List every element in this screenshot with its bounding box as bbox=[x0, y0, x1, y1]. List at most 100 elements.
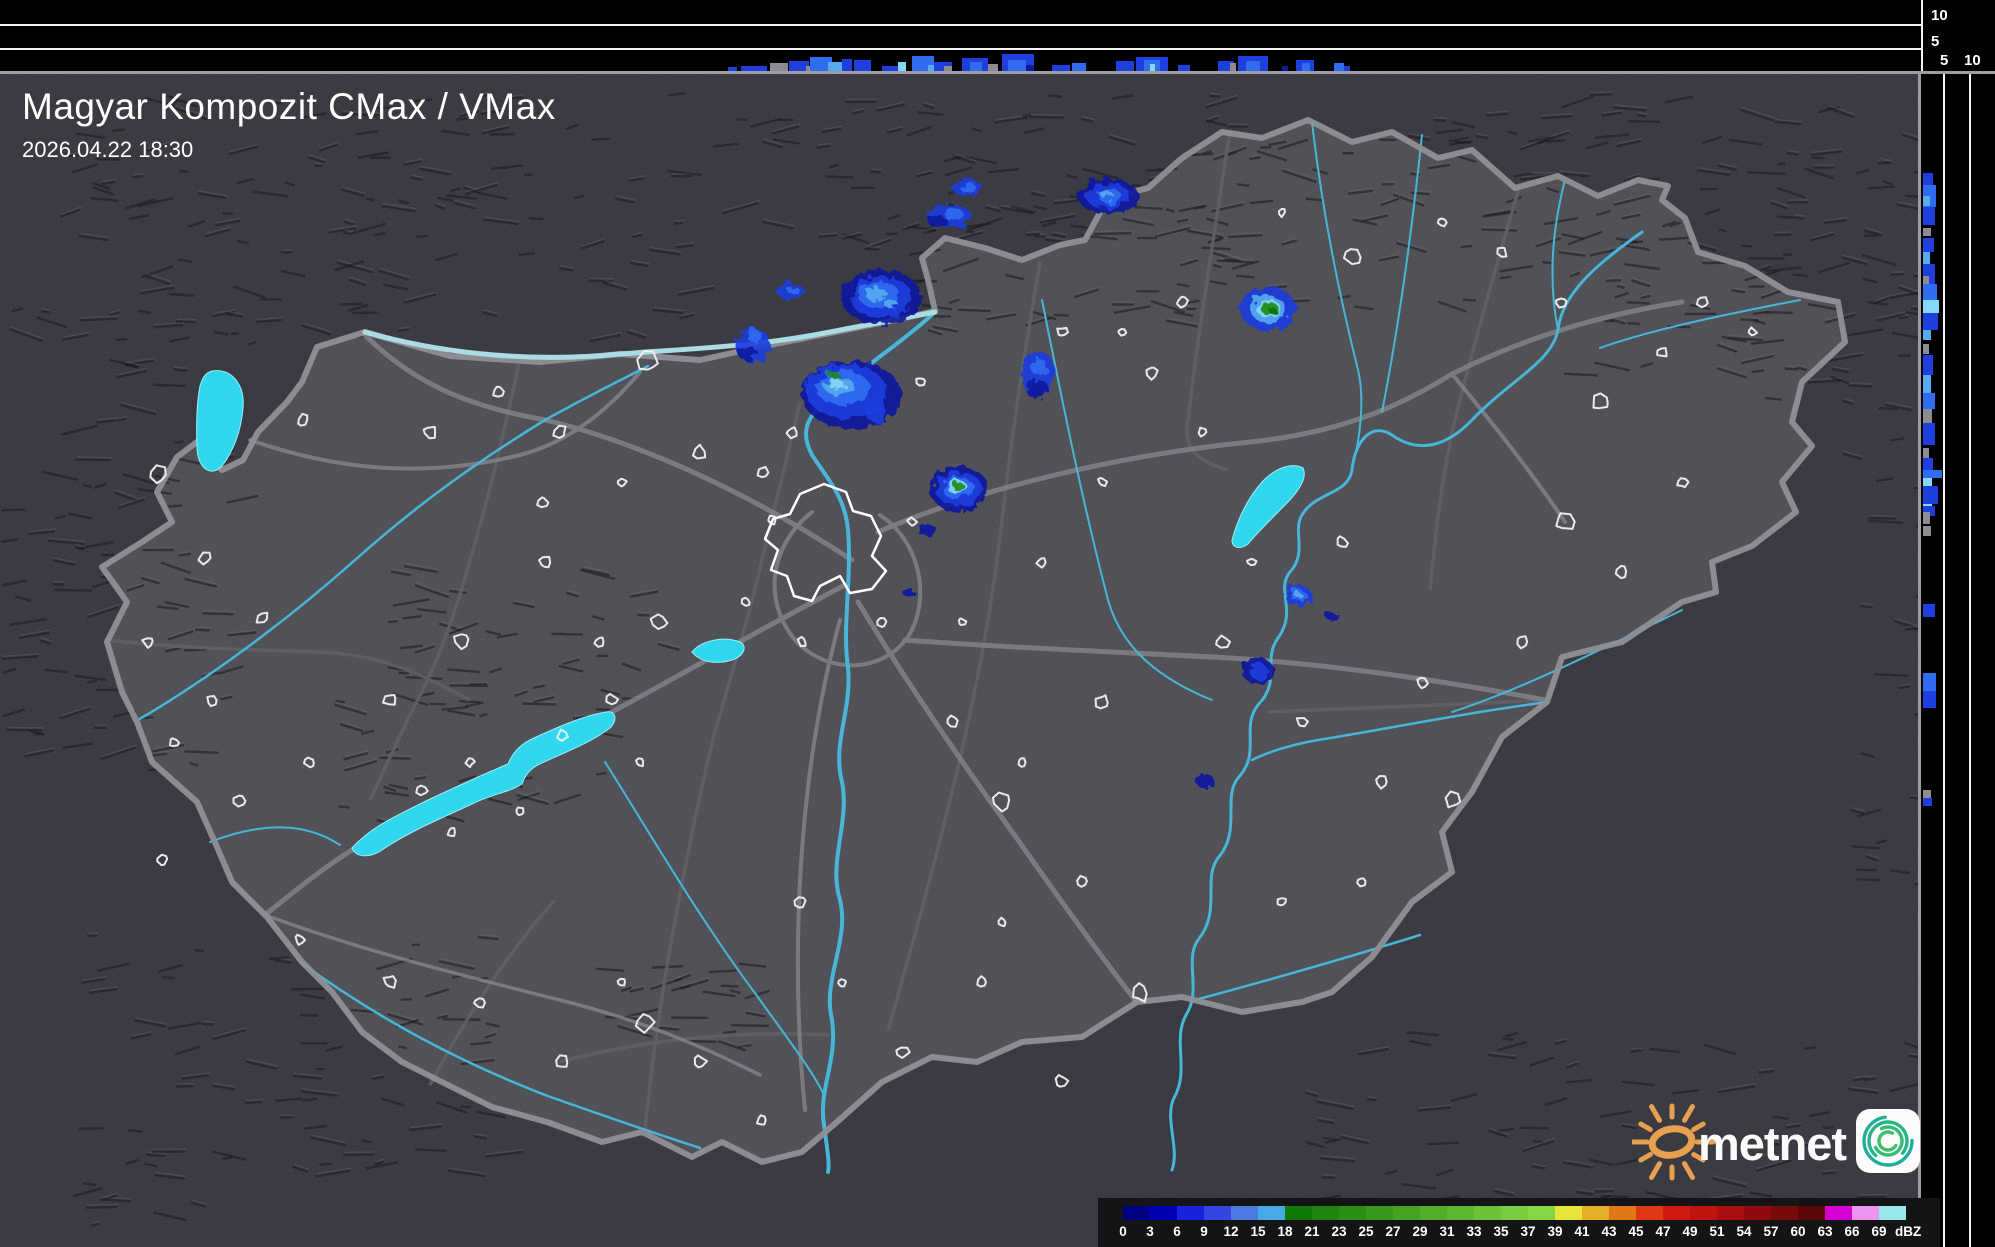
right-profile-echo bbox=[1923, 486, 1938, 504]
colorbar-tick-label: 51 bbox=[1709, 1224, 1725, 1239]
radar-echo bbox=[1078, 178, 1138, 214]
colorbar-tick-label: 39 bbox=[1547, 1224, 1563, 1239]
town-outline bbox=[605, 692, 620, 706]
right-profile-echo bbox=[1923, 228, 1931, 236]
colorbar-cell bbox=[1339, 1206, 1366, 1220]
town-outline bbox=[958, 617, 968, 626]
top-profile-echo bbox=[944, 66, 952, 71]
colorbar-tick-label: 31 bbox=[1439, 1224, 1455, 1239]
town-outline bbox=[1555, 297, 1568, 309]
colorbar-cell bbox=[1852, 1206, 1879, 1220]
town-outline bbox=[796, 635, 807, 648]
town-outline bbox=[756, 466, 770, 479]
town-outline bbox=[785, 426, 798, 440]
top-profile-echo bbox=[970, 62, 982, 71]
colorbar-cell bbox=[1177, 1206, 1204, 1220]
right-panel-axis-label: 10 bbox=[1964, 52, 1981, 69]
right-profile-echo bbox=[1923, 238, 1934, 252]
colorbar-cell bbox=[1366, 1206, 1393, 1220]
town-outline bbox=[552, 424, 567, 439]
town-outline bbox=[692, 443, 707, 460]
town-outline bbox=[946, 714, 959, 728]
colorbar-tick-label: 25 bbox=[1358, 1224, 1374, 1239]
town-outline bbox=[1276, 897, 1287, 907]
panel-separator-vertical bbox=[1918, 74, 1921, 1247]
radar-echo bbox=[1240, 287, 1296, 331]
town-outline bbox=[515, 806, 525, 817]
top-profile-echo bbox=[828, 62, 844, 71]
colorbar-tick-label: 60 bbox=[1790, 1224, 1806, 1239]
right-profile-echo bbox=[1923, 330, 1931, 340]
radar-echo bbox=[776, 283, 804, 299]
colorbar-cell bbox=[1771, 1206, 1798, 1220]
town-outline bbox=[294, 933, 306, 946]
town-outline bbox=[1076, 874, 1088, 888]
top-profile-echo bbox=[1116, 61, 1134, 71]
colorbar-cell bbox=[1474, 1206, 1501, 1220]
colorbar-cell bbox=[1582, 1206, 1609, 1220]
top-profile-echo bbox=[1150, 64, 1155, 71]
lake-ferto bbox=[196, 370, 244, 472]
colorbar-tick-label: 63 bbox=[1817, 1224, 1833, 1239]
town-outline bbox=[169, 737, 180, 748]
town-outline bbox=[1197, 426, 1208, 438]
radar-echoes bbox=[735, 178, 1339, 788]
right-profile-echo bbox=[1923, 284, 1937, 300]
right-profile-echo bbox=[1923, 423, 1935, 445]
country-border bbox=[99, 117, 1848, 1165]
right-profile-echo bbox=[1923, 458, 1933, 470]
colorbar-tick-label: 47 bbox=[1655, 1224, 1671, 1239]
spiral-icon bbox=[1862, 1115, 1914, 1167]
budapest-outline bbox=[763, 482, 888, 603]
town-outline bbox=[149, 464, 167, 485]
colorbar-cell bbox=[1636, 1206, 1663, 1220]
town-outline bbox=[555, 1054, 569, 1068]
colorbar-cells bbox=[1123, 1206, 1906, 1220]
lakes bbox=[196, 370, 1305, 857]
town-outline bbox=[473, 997, 486, 1009]
town-outline bbox=[1132, 982, 1148, 1003]
right-profile-echo bbox=[1923, 173, 1933, 185]
right-profile-echo bbox=[1923, 344, 1929, 354]
radar-echo bbox=[1242, 658, 1274, 684]
right-profile-echo bbox=[1923, 470, 1942, 478]
colorbar-tick-label: 33 bbox=[1466, 1224, 1482, 1239]
colorbar-tick-label: 18 bbox=[1277, 1224, 1293, 1239]
town-outline bbox=[156, 853, 169, 867]
town-outline bbox=[649, 613, 669, 630]
town-outline bbox=[1056, 326, 1069, 337]
town-outline bbox=[1145, 366, 1159, 381]
town-outline bbox=[1094, 694, 1109, 710]
town-outline bbox=[446, 827, 456, 837]
top-profile-echo bbox=[1008, 60, 1026, 71]
town-outline bbox=[1436, 217, 1448, 228]
logo-graphics bbox=[1632, 1103, 1920, 1181]
colorbar-cell bbox=[1825, 1206, 1852, 1220]
town-outline bbox=[997, 916, 1007, 928]
top-profile-echo bbox=[1218, 61, 1234, 71]
town-outline bbox=[232, 794, 247, 808]
colorbar-tick-label: 35 bbox=[1493, 1224, 1509, 1239]
colorbar-cell bbox=[1393, 1206, 1420, 1220]
town-outline bbox=[536, 496, 550, 509]
map-timestamp: 2026.04.22 18:30 bbox=[22, 137, 194, 162]
town-outline bbox=[635, 757, 645, 768]
right-profile-echo bbox=[1923, 313, 1938, 330]
top-profile-echo bbox=[810, 57, 832, 71]
colorbar-cell bbox=[1555, 1206, 1582, 1220]
town-outline bbox=[303, 756, 315, 769]
town-outline bbox=[895, 1046, 911, 1059]
town-outline bbox=[382, 975, 397, 989]
right-profile-echo bbox=[1923, 300, 1939, 313]
top-height-profile-panel bbox=[0, 0, 1921, 71]
town-outline bbox=[1375, 775, 1388, 790]
town-outline bbox=[1295, 717, 1309, 728]
rivers bbox=[136, 121, 1801, 1174]
right-profile-echo bbox=[1923, 207, 1935, 225]
colorbar-cell bbox=[1123, 1206, 1150, 1220]
profile-axes-corner: 10 5 5 10 bbox=[1921, 0, 1995, 71]
radar-echo bbox=[930, 466, 988, 512]
radar-echo bbox=[1021, 351, 1055, 400]
town-outline bbox=[693, 1054, 709, 1069]
colorbar-cell bbox=[1420, 1206, 1447, 1220]
